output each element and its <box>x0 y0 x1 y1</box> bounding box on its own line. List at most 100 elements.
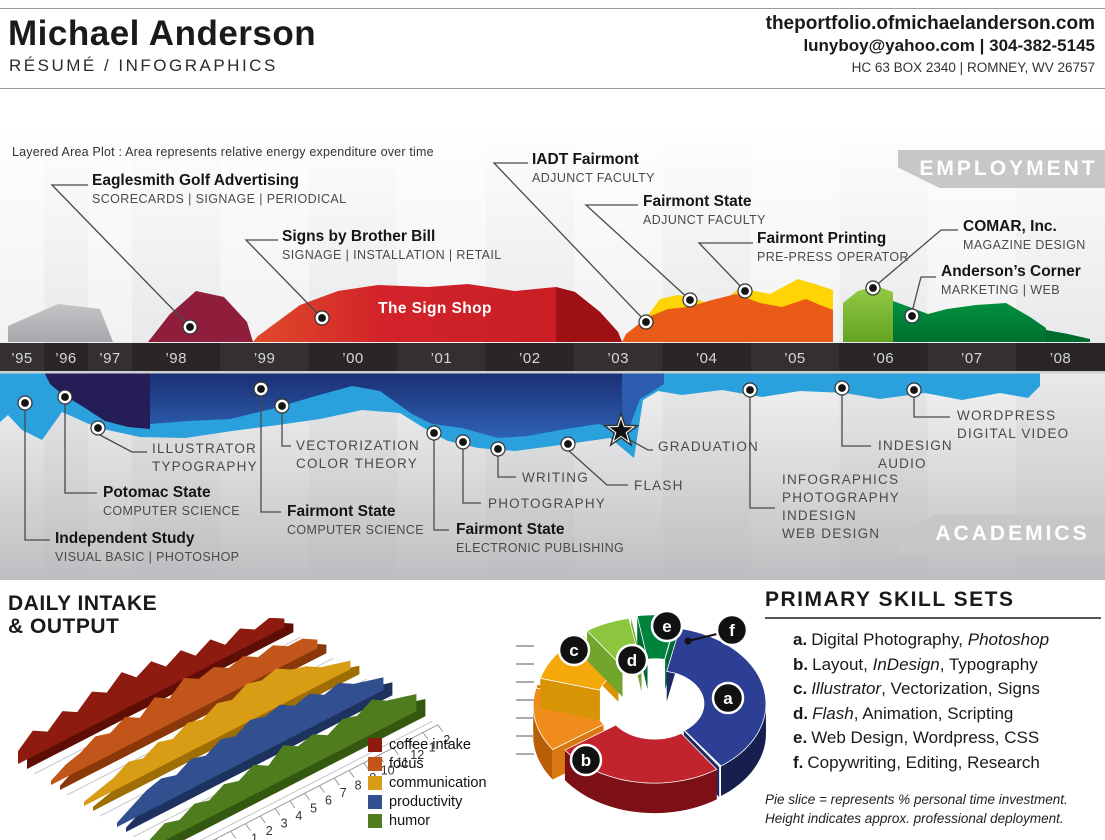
skill-item: b. Layout, InDesign, Typography <box>793 653 1049 678</box>
svg-text:c: c <box>569 641 578 660</box>
slice-badge-c: c <box>557 633 591 667</box>
pie-footnote: Pie slice = represents % personal time i… <box>765 792 1068 826</box>
area-andersons-corner <box>893 301 1046 342</box>
skill-text: , Vectorization, Signs <box>881 679 1040 698</box>
area-sign-shop <box>253 284 622 342</box>
skill-text: , Animation, Scripting <box>853 703 1014 723</box>
skill-donut-chart: a b c d e f <box>516 609 767 814</box>
ridge-axis-tick: 2 <box>266 824 273 838</box>
event-markers <box>17 280 922 457</box>
svg-text:b: b <box>581 751 591 770</box>
area-academics-navy <box>45 373 622 438</box>
skill-text: Digital Photography, <box>811 630 968 649</box>
ridge-axis-tick: 7 <box>340 786 347 800</box>
label-independent-study: Independent Study VISUAL BASIC | PHOTOSH… <box>55 530 240 564</box>
label-andersons-corner: Anderson’s Corner MARKETING | WEB <box>941 263 1081 297</box>
area-andersons-tail <box>1046 330 1090 342</box>
skill-text: Layout, <box>812 654 873 674</box>
area-sign-shop-dark <box>556 287 622 342</box>
skill-text: Illustrator <box>811 679 882 698</box>
label-indesign-audio: INDESIGN AUDIO <box>878 438 953 471</box>
year-tick: ’02 <box>519 350 541 367</box>
skill-text: , Typography <box>939 654 1038 674</box>
legend-swatch <box>368 775 382 790</box>
ridge-axis-tick: 8 <box>355 778 362 792</box>
header-rule <box>0 88 1105 89</box>
area-academics-sliver <box>622 373 664 440</box>
area-fairmont-printing-orange <box>622 294 833 342</box>
svg-text:d: d <box>627 651 637 670</box>
area-gray-9597 <box>8 304 113 342</box>
legend-item: coffee intake <box>368 735 487 754</box>
year-tick: ’04 <box>696 350 718 367</box>
skill-list: a. Digital Photography, Photoshop b. Layout… <box>793 628 1049 775</box>
skill-item: c. Illustrator, Vectorization, Signs <box>793 677 1049 702</box>
skill-letter: d. <box>793 703 809 723</box>
label-fairmont-ep: Fairmont State ELECTRONIC PUBLISHING <box>456 521 625 555</box>
skill-text: Web Design, Wordpress, CSS <box>811 728 1040 747</box>
legend-swatch <box>368 737 382 752</box>
label-fairmont-cs: Fairmont State COMPUTER SCIENCE <box>287 503 424 537</box>
ridge-axis-tick: 5 <box>310 801 317 815</box>
ridge-axis-tick: 1 <box>429 740 436 754</box>
ridge-axis-tick: 10 <box>381 763 395 777</box>
sign-shop-label: The Sign Shop <box>378 300 492 317</box>
year-tick: ’03 <box>607 350 629 367</box>
slice-badge-e: e <box>650 609 684 643</box>
year-tick: ’95 <box>11 350 33 367</box>
legend-label: focus <box>389 755 424 772</box>
skill-text: Photoshop <box>967 630 1050 649</box>
skill-text: Copywriting, Editing, Research <box>807 752 1040 772</box>
label-illustrator-typography: ILLUSTRATOR TYPOGRAPHY <box>152 441 258 474</box>
legend-swatch <box>368 794 382 809</box>
legend-label: productivity <box>389 793 463 810</box>
skills-rule <box>765 617 1101 619</box>
year-tick: ’98 <box>165 350 187 367</box>
label-fairmont-printing: Fairmont Printing PRE-PRESS OPERATOR <box>757 230 909 264</box>
year-tick: ’06 <box>873 350 895 367</box>
ridge-axis-tick: 2 <box>443 733 450 747</box>
label-graduation: GRADUATION <box>658 439 760 454</box>
ridge-axis-tick: 11 <box>396 756 409 770</box>
page-subtitle: RÉSUMÉ / INFOGRAPHICS <box>9 56 278 75</box>
label-iadt: IADT Fairmont ADJUNCT FACULTY <box>532 151 655 185</box>
label-fairmont-adjunct: Fairmont State ADJUNCT FACULTY <box>643 193 766 227</box>
label-writing: WRITING <box>522 470 589 485</box>
ridge-axis-tick: 3 <box>281 816 288 830</box>
skill-item: a. Digital Photography, Photoshop <box>793 628 1049 653</box>
ridge-axis-tick: 6 <box>325 794 332 808</box>
skills-heading: PRIMARY SKILL SETS <box>765 588 1015 611</box>
daily-intake-ridge-chart: 8910111212345678910111212 <box>18 618 450 840</box>
employment-areas <box>8 279 1090 342</box>
academics-banner: ACADEMICS <box>898 515 1105 553</box>
label-photography: PHOTOGRAPHY <box>488 496 606 511</box>
mailing-address: HC 63 BOX 2340 | ROMNEY, WV 26757 <box>851 60 1095 75</box>
legend-label: communication <box>389 774 487 791</box>
year-tick: ’97 <box>99 350 121 367</box>
label-vectorization: VECTORIZATION COLOR THEORY <box>296 438 420 471</box>
ridge-axis-tick: 12 <box>410 748 424 762</box>
label-late-skills: INFOGRAPHICS PHOTOGRAPHY INDESIGN WEB DE… <box>782 472 900 541</box>
label-eaglesmith: Eaglesmith Golf Advertising SCORECARDS |… <box>92 172 347 206</box>
legend-swatch <box>368 756 382 771</box>
skill-letter: a. <box>793 630 808 649</box>
svg-text:e: e <box>662 617 671 636</box>
label-wordpress: WORDPRESS DIGITAL VIDEO <box>957 408 1070 441</box>
leader-lines <box>24 162 958 541</box>
email-phone[interactable]: lunyboy@yahoo.com | 304-382-5145 <box>803 36 1095 55</box>
legend-item: communication <box>368 773 487 792</box>
label-potomac-state: Potomac State COMPUTER SCIENCE <box>103 484 240 518</box>
contact-block: theportfolio.ofmichaelanderson.com lunyb… <box>766 13 1095 79</box>
skill-text: InDesign <box>872 654 940 674</box>
legend-item: productivity <box>368 792 487 811</box>
svg-text:a: a <box>723 689 733 708</box>
website-link[interactable]: theportfolio.ofmichaelanderson.com <box>765 13 1095 34</box>
svg-text:f: f <box>729 621 735 640</box>
skill-text: Flash <box>812 703 854 723</box>
skill-letter: e. <box>793 728 808 747</box>
ridge-chart-legend: coffee intake focus communication productiv… <box>368 735 487 830</box>
daily-intake-title: DAILY INTAKE & OUTPUT <box>8 592 158 638</box>
year-tick: ’00 <box>342 350 364 367</box>
ridge-axis-tick: 1 <box>251 832 258 840</box>
